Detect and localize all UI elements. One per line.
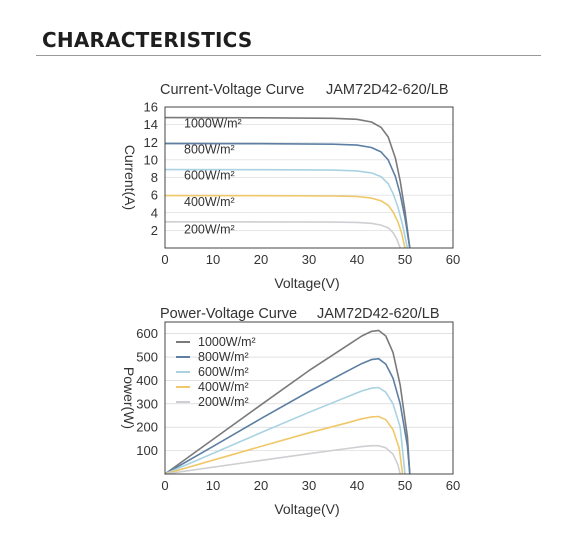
iv-series-400w [164,194,406,249]
pv-ytick-label: 400 [136,373,158,388]
pv-plot-frame [164,321,454,475]
section-title: CHARACTERISTICS [42,28,253,52]
iv-legend-label: 600W/m² [184,169,235,183]
pv-series-200w [164,444,401,475]
pv-x-axis-label: Voltage(V) [274,501,339,517]
iv-y-axis-label: Current(A) [122,145,138,210]
pv-xtick-label: 60 [446,478,460,493]
iv-ytick-label: 4 [151,205,158,220]
iv-xtick-label: 20 [254,252,268,267]
pv-legend-label: 200W/m² [198,395,249,409]
iv-plot-frame [164,106,454,249]
iv-legend-label: 400W/m² [184,195,235,209]
iv-series-800w [164,142,411,249]
iv-ytick-label: 8 [151,170,158,185]
iv-xtick-label: 40 [350,252,364,267]
pv-legend-label: 800W/m² [198,350,249,364]
iv-ytick-label: 2 [151,223,158,238]
pv-xtick-label: 20 [254,478,268,493]
pv-xtick-label: 10 [206,478,220,493]
pv-y-axis-label: Power(W) [121,367,137,429]
pv-xtick-label: 40 [350,478,364,493]
pv-ytick-label: 100 [136,443,158,458]
iv-legend-label: 1000W/m² [184,117,242,131]
iv-legend-label: 200W/m² [184,223,235,237]
iv-chart: Current-Voltage Curve JAM72D42-620/LB 2 4 6 8… [122,82,460,291]
pv-legend-label: 400W/m² [198,380,249,394]
pv-xtick-label: 0 [161,478,168,493]
iv-xtick-label: 50 [398,252,412,267]
pv-xtick-label: 50 [398,478,412,493]
pv-ytick-label: 200 [136,420,158,435]
pv-chart-title: Power-Voltage Curve [160,306,297,322]
pv-ytick-label: 500 [136,350,158,365]
pv-legend-label: 1000W/m² [198,335,256,349]
pv-series-1000w [164,329,411,475]
iv-series-600w [164,168,409,249]
pv-ytick-label: 300 [136,396,158,411]
iv-ytick-label: 14 [144,117,158,132]
iv-series-200w [164,221,401,249]
iv-ytick-label: 10 [144,152,158,167]
pv-series-600w [164,386,406,475]
section-divider [36,55,541,56]
pv-series-800w [164,357,411,475]
pv-legend-label: 600W/m² [198,365,249,379]
iv-chart-title: Current-Voltage Curve [160,82,304,98]
pv-chart: Power-Voltage Curve JAM72D42-620/LB100200… [121,306,460,517]
iv-xtick-label: 30 [302,252,316,267]
iv-chart-model: JAM72D42-620/LB [326,82,449,98]
pv-chart-model: JAM72D42-620/LB [317,306,440,322]
iv-xtick-label: 10 [206,252,220,267]
pv-xtick-label: 30 [302,478,316,493]
iv-x-axis-label: Voltage(V) [274,275,339,291]
iv-xtick-label: 60 [446,252,460,267]
iv-xtick-label: 0 [161,252,168,267]
iv-ytick-label: 6 [151,188,158,203]
iv-series-1000w [164,116,411,249]
pv-series-400w [164,415,404,475]
iv-ytick-label: 12 [144,135,158,150]
iv-ytick-label: 16 [144,100,158,115]
pv-ytick-label: 600 [136,326,158,341]
iv-legend-label: 800W/m² [184,143,235,157]
